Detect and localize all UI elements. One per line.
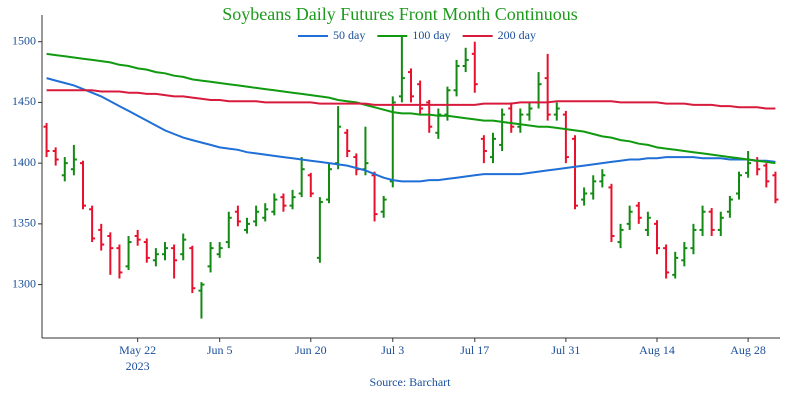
chart-title: Soybeans Daily Futures Front Month Conti… — [222, 4, 578, 24]
x-tick-label: Aug 28 — [730, 343, 766, 357]
y-tick-label: 1350 — [12, 216, 36, 230]
moving-average-line — [46, 89, 776, 110]
y-tick-label: 1500 — [12, 33, 36, 47]
x-tick-label: Jul 31 — [551, 343, 580, 357]
legend-label: 200 day — [498, 28, 536, 42]
legend-label: 100 day — [412, 28, 450, 42]
x-tick-label: May 22 — [119, 343, 156, 357]
x-tick-label: Jul 17 — [460, 343, 489, 357]
x-tick-label: Aug 14 — [639, 343, 675, 357]
y-tick-label: 1450 — [12, 94, 36, 108]
y-tick-label: 1300 — [12, 276, 36, 290]
moving-average-line — [46, 52, 776, 165]
y-tick-label: 1400 — [12, 155, 36, 169]
x-tick-label: Jul 3 — [381, 343, 404, 357]
source-note: Source: Barchart — [370, 375, 452, 389]
legend-label: 50 day — [333, 28, 365, 42]
moving-average-line — [46, 77, 776, 183]
x-year-label: 2023 — [126, 359, 150, 373]
x-tick-label: Jun 20 — [295, 343, 327, 357]
x-tick-label: Jun 5 — [207, 343, 233, 357]
